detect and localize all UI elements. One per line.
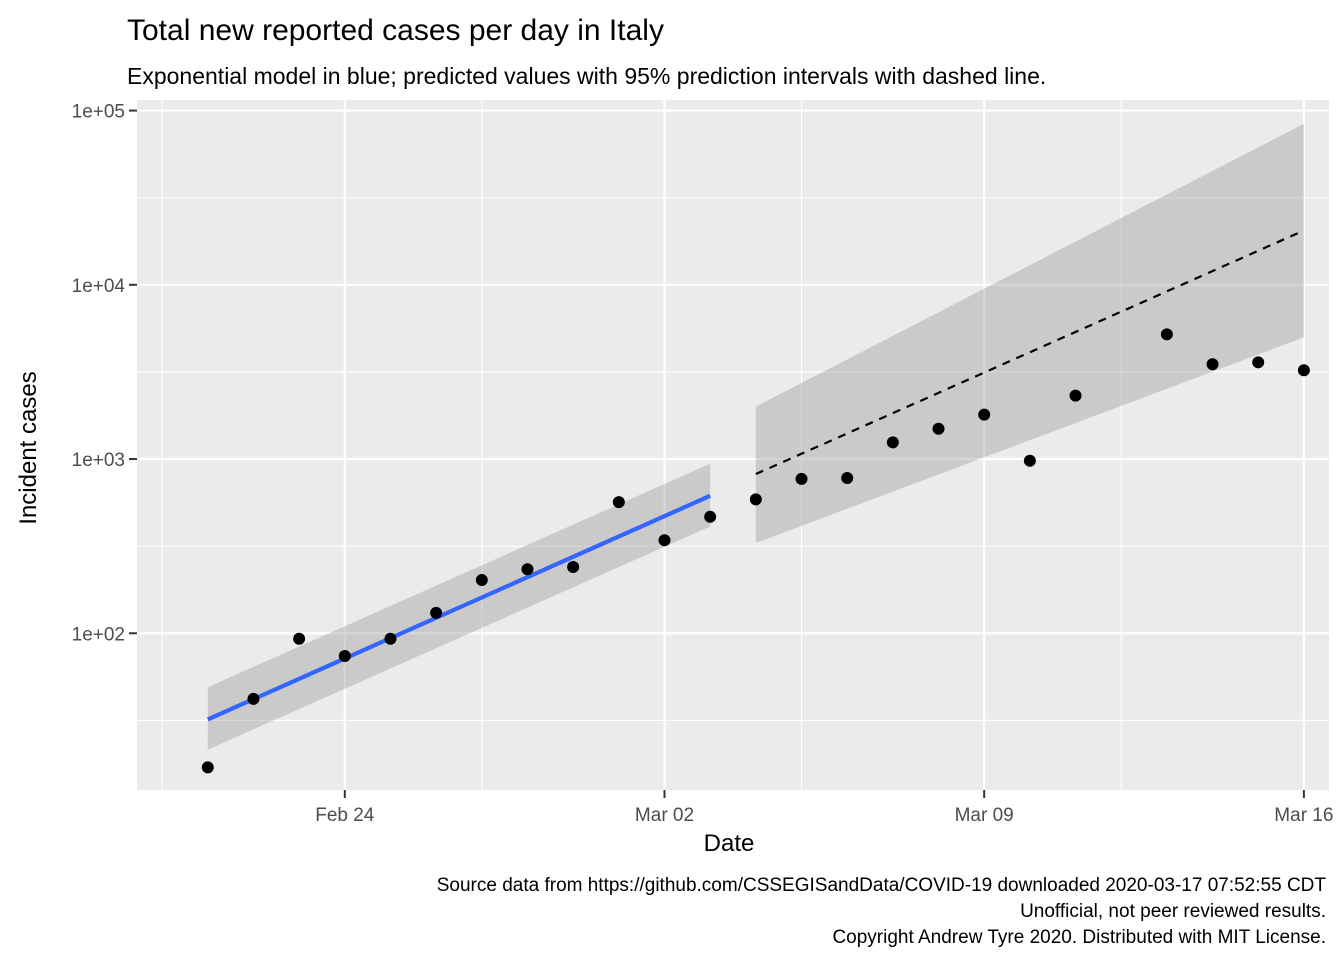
data-point (293, 632, 306, 645)
chart-subtitle: Exponential model in blue; predicted val… (127, 63, 1046, 89)
data-point (1297, 364, 1310, 377)
caption: Source data from https://github.com/CSSE… (437, 875, 1327, 948)
data-point (1252, 356, 1265, 369)
x-tick-label: Mar 09 (955, 805, 1014, 826)
data-point (795, 472, 808, 485)
x-tick-label: Mar 02 (635, 805, 694, 826)
chart-title: Total new reported cases per day in Ital… (127, 14, 664, 47)
data-point (749, 493, 762, 506)
y-tick-label: 1e+05 (72, 102, 125, 123)
x-tick-label: Feb 24 (315, 805, 375, 826)
plot-panel (137, 100, 1329, 790)
data-point (1160, 328, 1173, 341)
x-tick-label: Mar 16 (1274, 805, 1333, 826)
data-point (978, 408, 991, 421)
data-point (932, 422, 945, 435)
data-point (1206, 358, 1219, 371)
data-point (201, 761, 214, 774)
model-lines (206, 229, 1305, 722)
data-point (521, 563, 534, 576)
caption-line: Copyright Andrew Tyre 2020. Distributed … (832, 927, 1326, 948)
caption-line: Unofficial, not peer reviewed results. (1020, 901, 1326, 922)
data-point (338, 650, 351, 663)
y-tick-label: 1e+03 (72, 450, 125, 471)
data-point (384, 632, 397, 645)
data-point (1023, 454, 1036, 467)
caption-line: Source data from https://github.com/CSSE… (437, 875, 1327, 896)
x-axis: Feb 24 Mar 02 Mar 09 Mar 16 (315, 790, 1333, 826)
y-tick-label: 1e+04 (72, 276, 126, 297)
minor-gridlines (137, 100, 1329, 790)
fit-line (206, 493, 712, 722)
data-point (430, 606, 443, 619)
data-point (475, 574, 488, 587)
y-axis: 1e+02 1e+03 1e+04 1e+05 (72, 102, 137, 645)
data-point (612, 496, 625, 509)
data-point (247, 692, 260, 705)
data-point (841, 472, 854, 485)
y-axis-title: Incident cases (15, 371, 42, 524)
y-tick-label: 1e+02 (72, 624, 125, 645)
data-point (704, 510, 717, 523)
data-point (658, 534, 671, 547)
data-point (1069, 389, 1082, 402)
data-point (567, 561, 580, 574)
x-axis-title: Date (704, 830, 755, 857)
prediction-line (755, 229, 1305, 476)
data-point (886, 436, 899, 449)
major-gridlines (137, 100, 1329, 790)
data-points (201, 328, 1310, 774)
